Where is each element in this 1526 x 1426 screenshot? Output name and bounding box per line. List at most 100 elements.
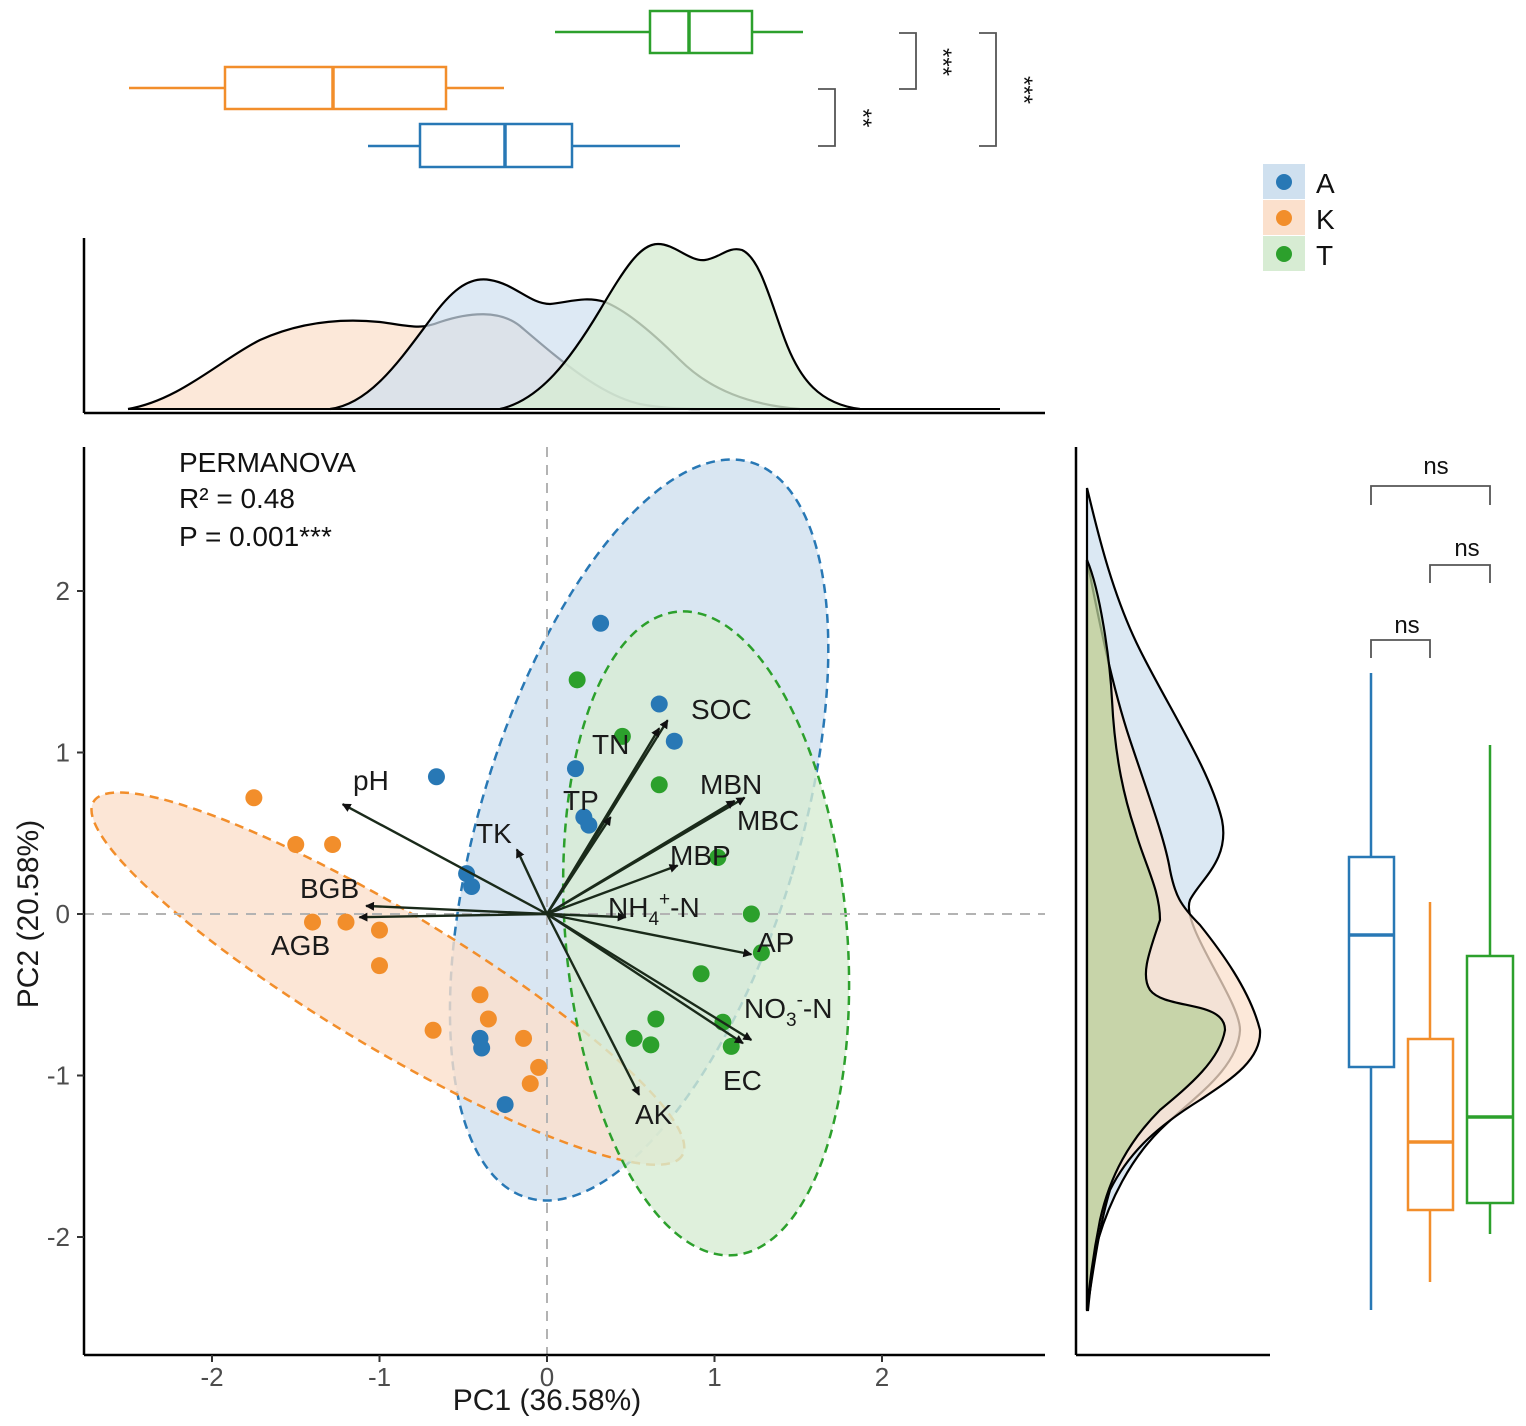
legend-dot-A [1276,174,1292,190]
pc2-sig-A-K: ns [1394,612,1419,639]
arrow-pH [341,803,548,916]
label-EC: EC [723,1065,762,1096]
point-K-10 [515,1029,533,1047]
point-T-8 [647,1010,665,1028]
y-ticks: -2 -1 0 1 2 [47,576,84,1252]
point-A-3 [566,760,584,778]
y-tick-label: 2 [56,576,70,606]
label-AK: AK [635,1099,673,1130]
pc2-sig-K-T: ns [1454,535,1479,562]
label-MBC: MBC [737,805,799,836]
label-pH: pH [353,765,389,796]
point-A-2 [665,732,683,750]
permanova-annotation: PERMANOVA R² = 0.48 P = 0.001*** [179,447,356,552]
pc2-box-K-body [1406,1037,1455,1212]
permanova-p: P = 0.001*** [179,521,332,552]
arrow-NO3N [546,912,753,1041]
point-K-9 [424,1021,442,1039]
point-A-6 [580,816,598,834]
pc1-bracket-K-T [899,32,917,90]
y-tick-label: 1 [56,738,70,768]
pc2-boxplot-T [1465,745,1515,1234]
legend-label-T: T [1316,240,1333,271]
point-T-9 [625,1029,643,1047]
point-K-1 [287,836,305,854]
arrow-MBC [546,799,736,916]
pc1-boxplot-A [368,122,680,169]
point-T-5 [752,944,770,962]
y-tick-label: -1 [47,1061,70,1091]
pc1-density-T [499,242,861,411]
legend-item-A: A [1263,164,1335,199]
x-tick-label: -1 [368,1362,391,1392]
point-K-8 [479,1010,497,1028]
label-SOC: SOC [691,694,752,725]
sample-points [245,614,770,1114]
pc2-box-T-body [1465,954,1515,1205]
point-K-6 [371,957,388,975]
pc2-density-panel [1074,447,1270,1357]
legend: A K T [1263,164,1335,271]
point-K-7 [471,986,489,1004]
pc2-significance-brackets [1370,485,1491,658]
pc1-sig-K-T: *** [929,48,956,76]
legend-label-A: A [1316,168,1335,199]
arrow-MBP [546,864,679,916]
label-TK: TK [476,818,512,849]
point-K-0 [245,789,263,807]
label-MBP: MBP [670,840,731,871]
pc2-bracket-A-K [1370,639,1431,658]
label-AGB: AGB [271,930,330,961]
legend-item-K: K [1263,200,1335,235]
point-A-0 [592,614,610,632]
arrow-EC [546,912,744,1045]
x-ticks: -2 -1 0 1 2 [200,1355,889,1392]
arrow-AGB [358,912,548,922]
x-tick-label: 2 [875,1362,889,1392]
pc1-boxplot-K [129,65,504,111]
pc2-bracket-K-T [1429,564,1491,583]
label-BGB: BGB [300,873,359,904]
legend-label-K: K [1316,204,1335,235]
pc1-density-panel [82,238,1045,415]
arrow-AP [546,912,753,958]
x-tick-label: -2 [200,1362,223,1392]
point-A-4 [427,768,445,786]
arrow-TP [545,816,612,915]
point-T-3 [709,848,727,866]
pc2-bracket-A-T [1370,485,1491,505]
arrow-BGB [365,901,548,916]
point-K-12 [521,1075,539,1093]
arrow-AK [545,913,641,1096]
pc1-bracket-A-T [979,32,997,147]
pc2-boxplot-K [1406,902,1455,1282]
label-AP: AP [757,927,794,958]
loading-arrows [341,719,753,1096]
legend-item-T: T [1263,236,1333,271]
pc2-box-A-body [1347,855,1396,1069]
y-tick-label: -2 [47,1222,70,1252]
label-MBN: MBN [700,769,762,800]
pc2-sig-A-T: ns [1423,453,1448,480]
point-A-11 [496,1096,514,1114]
pc1-boxplots: ** *** *** [129,9,1037,169]
point-K-4 [337,913,355,931]
point-A-10 [473,1039,491,1057]
label-TN: TN [592,729,629,760]
y-axis-label: PC2 (20.58%) [12,820,45,1008]
pc1-box-A-body [418,122,574,169]
pc1-box-K-body [223,65,448,111]
pc1-significance-brackets [818,32,997,147]
point-T-1 [613,727,631,745]
pc2-boxplots: ns ns ns [1347,453,1515,1310]
point-T-4 [742,905,760,923]
arrow-TK [515,848,549,915]
pc1-box-T-body [648,9,754,55]
point-K-3 [304,913,321,931]
x-axis-label: PC1 (36.58%) [453,1384,641,1417]
point-T-6 [692,965,710,983]
point-K-5 [371,921,388,939]
permanova-title: PERMANOVA [179,447,356,478]
x-tick-label: 0 [540,1362,554,1392]
